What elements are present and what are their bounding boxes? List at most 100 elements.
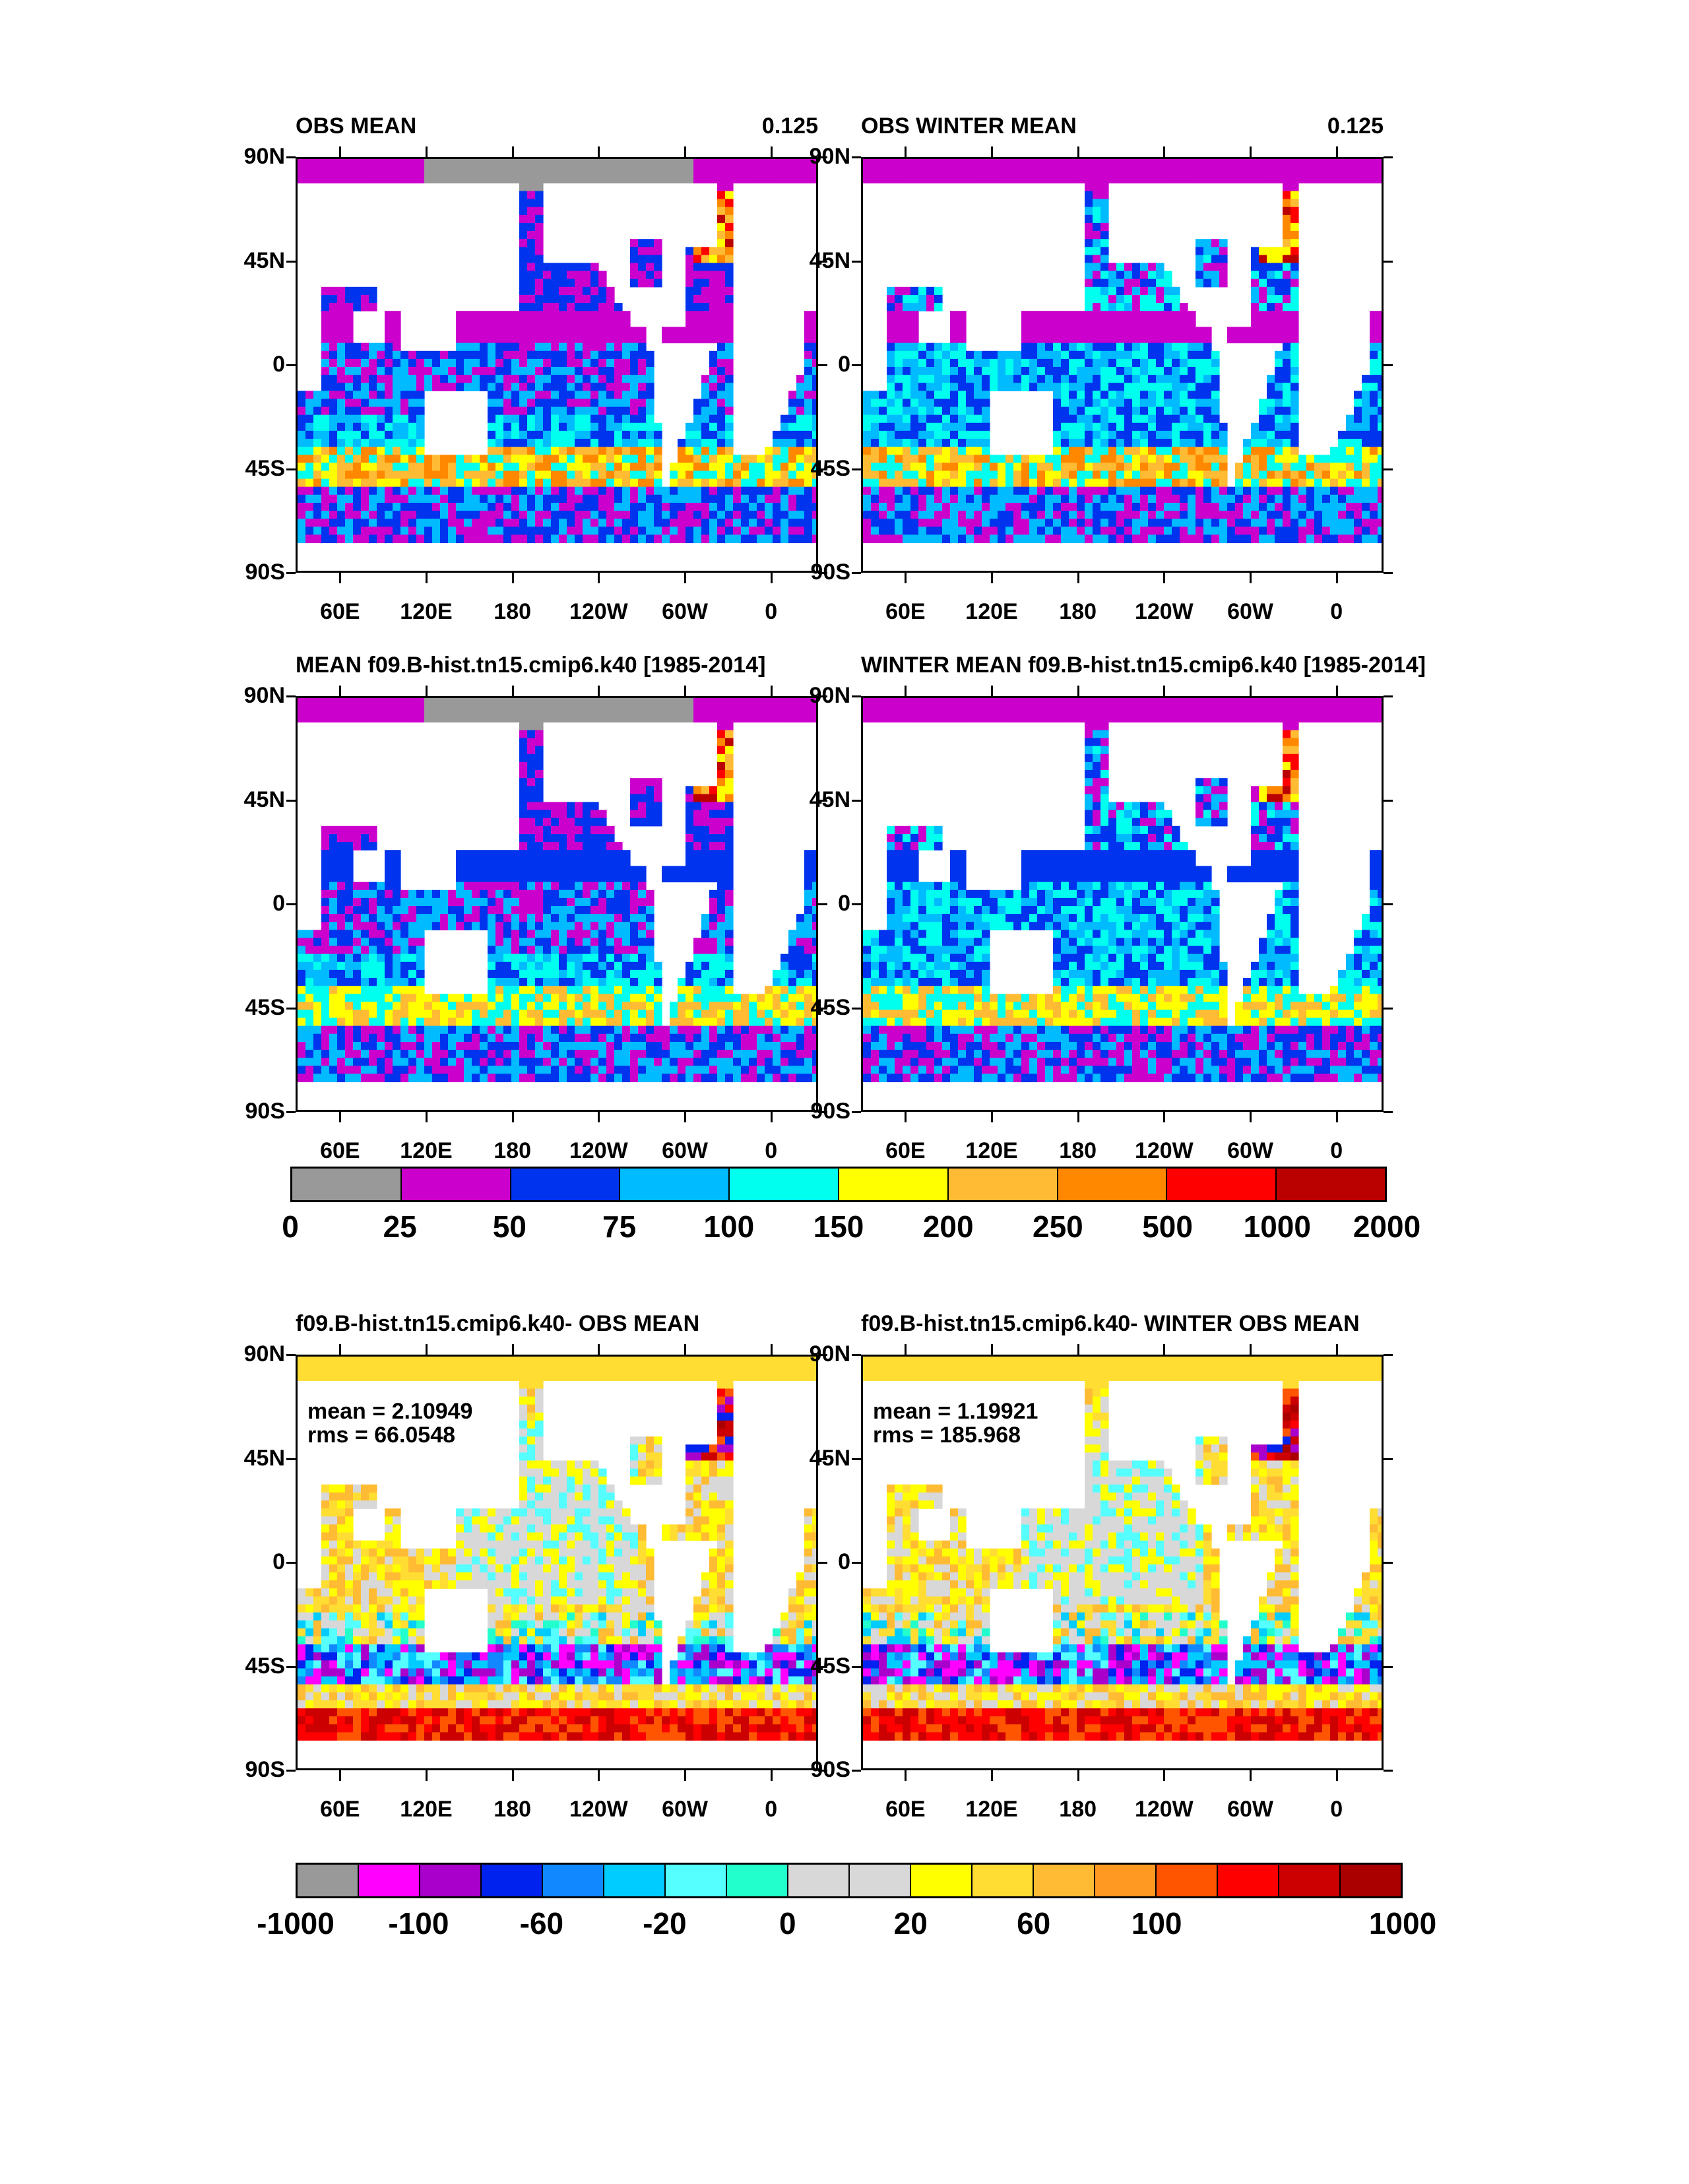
- lon-tick: [1250, 686, 1252, 696]
- map-field: [298, 159, 816, 544]
- colorbar-label: 1000: [1243, 1209, 1311, 1244]
- colorbar-label: 0: [282, 1209, 299, 1244]
- lon-label: 60E: [320, 599, 360, 624]
- lon-tick: [770, 1112, 773, 1122]
- map-field: [863, 1357, 1382, 1741]
- lat-label: 45S: [245, 1653, 286, 1679]
- lat-tick: [852, 1111, 861, 1113]
- panel-title: f09.B-hist.tn15.cmip6.k40- OBS MEAN: [296, 1311, 700, 1336]
- lat-tick: [852, 468, 861, 470]
- lon-tick: [1077, 686, 1079, 696]
- colorbar-swatch: [482, 1865, 543, 1896]
- lat-label: 0: [838, 1549, 850, 1574]
- lon-label: 0: [1330, 1797, 1343, 1822]
- lon-tick: [598, 1112, 600, 1122]
- lon-label: 180: [1059, 599, 1097, 624]
- map-panel: [296, 696, 818, 1112]
- lon-label: 120W: [1134, 599, 1194, 624]
- lon-tick: [511, 1112, 514, 1122]
- colorbar-label: 0: [779, 1906, 796, 1941]
- colorbar-label: 100: [1131, 1906, 1182, 1941]
- lat-tick: [852, 1354, 861, 1356]
- lat-label: 90N: [243, 683, 285, 708]
- lon-tick: [598, 686, 600, 696]
- colorbar-label: -20: [643, 1906, 687, 1941]
- stat-rms: rms = 185.968: [873, 1423, 1021, 1448]
- lat-tick: [852, 799, 861, 802]
- lon-label: 60W: [662, 1138, 708, 1163]
- lat-label: 90N: [243, 1341, 285, 1366]
- colorbar-label: 200: [922, 1209, 974, 1244]
- colorbar-swatch: [420, 1865, 482, 1896]
- lat-tick: [1384, 1458, 1393, 1460]
- lat-label: 45N: [243, 787, 285, 812]
- colorbar-swatch: [1058, 1169, 1168, 1200]
- lat-tick: [1384, 695, 1393, 697]
- colorbar-label: 1000: [1368, 1906, 1437, 1941]
- lon-tick: [684, 1344, 687, 1355]
- lat-label: 90S: [245, 1099, 286, 1124]
- lat-tick: [818, 364, 827, 366]
- lon-tick: [1250, 1770, 1252, 1781]
- stat-mean: mean = 1.19921: [873, 1399, 1038, 1424]
- colorbar-swatch: [543, 1865, 604, 1896]
- lon-tick: [426, 1112, 428, 1122]
- lon-label: 120E: [400, 1797, 453, 1822]
- colorbar-swatch: [1279, 1865, 1341, 1896]
- map-panel: [861, 157, 1384, 573]
- lat-tick: [1384, 468, 1393, 470]
- colorbar-swatch: [727, 1865, 788, 1896]
- colorbar-swatch: [850, 1865, 911, 1896]
- lon-tick: [339, 1344, 342, 1355]
- lon-tick: [991, 1344, 993, 1355]
- lon-label: 60E: [885, 1138, 926, 1163]
- lat-tick: [818, 1458, 827, 1460]
- lat-label: 45S: [245, 994, 286, 1020]
- lat-label: 90N: [809, 1341, 850, 1366]
- lon-tick: [1250, 1112, 1252, 1122]
- lat-tick: [852, 364, 861, 366]
- lon-label: 120W: [569, 1797, 628, 1822]
- lon-tick: [770, 1770, 773, 1781]
- lon-tick: [1077, 573, 1079, 583]
- panel-title: WINTER MEAN f09.B-hist.tn15.cmip6.k40 [1…: [861, 653, 1426, 678]
- colorbar-label: 150: [813, 1209, 864, 1244]
- lon-tick: [1250, 1344, 1252, 1355]
- colorbar-swatch: [1157, 1865, 1218, 1896]
- lon-label: 120E: [965, 1797, 1018, 1822]
- colorbar-label: 60: [1017, 1906, 1051, 1941]
- lon-label: 120W: [569, 1138, 628, 1163]
- lat-tick: [818, 903, 827, 905]
- lat-label: 0: [838, 352, 850, 377]
- lon-tick: [770, 686, 773, 696]
- colorbar-swatch: [911, 1865, 972, 1896]
- lon-label: 60E: [885, 1797, 926, 1822]
- lat-tick: [852, 1458, 861, 1460]
- lon-tick: [598, 1770, 600, 1781]
- colorbar-swatch: [604, 1865, 666, 1896]
- map-field: [863, 159, 1382, 544]
- lon-tick: [684, 146, 687, 157]
- lon-label: 180: [1059, 1138, 1097, 1163]
- lon-tick: [1163, 686, 1166, 696]
- lat-tick: [852, 572, 861, 574]
- map-field: [863, 698, 1382, 1083]
- lat-tick: [852, 903, 861, 905]
- lat-tick: [1384, 572, 1393, 574]
- lon-tick: [905, 1770, 907, 1781]
- lon-tick: [684, 1770, 687, 1781]
- lat-label: 45N: [809, 1445, 850, 1471]
- lon-tick: [1163, 573, 1166, 583]
- lat-tick: [852, 1007, 861, 1010]
- lon-tick: [770, 1344, 773, 1355]
- lat-tick: [818, 1111, 827, 1113]
- lat-label: 45N: [809, 247, 850, 273]
- lon-tick: [1335, 1112, 1338, 1122]
- lat-tick: [286, 260, 296, 263]
- lon-label: 0: [765, 599, 778, 624]
- lat-tick: [852, 695, 861, 697]
- lon-tick: [511, 146, 514, 157]
- lon-label: 120E: [400, 599, 453, 624]
- lat-tick: [286, 695, 296, 697]
- lon-tick: [905, 573, 907, 583]
